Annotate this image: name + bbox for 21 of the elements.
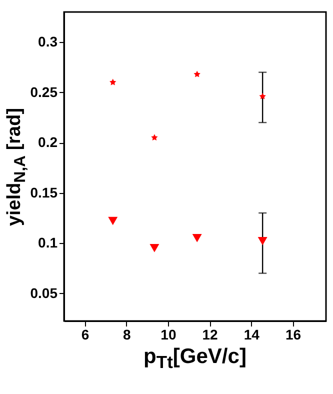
y-tick-label: 0.3 (38, 34, 58, 50)
x-tick-label: 14 (244, 326, 260, 342)
x-tick-label: 12 (202, 326, 218, 342)
point (108, 216, 118, 226)
y-tick-label: 0.15 (30, 184, 58, 200)
x-tick-label: 10 (160, 326, 176, 342)
point (259, 92, 266, 100)
point (258, 237, 268, 246)
point (110, 78, 116, 86)
y-tick-label: 0.05 (30, 284, 58, 301)
point (192, 234, 202, 242)
point (150, 244, 160, 252)
point (151, 134, 158, 140)
y-tick-label: 0.2 (38, 134, 58, 150)
y-tick-label: 0.1 (38, 234, 58, 251)
x-tick-label: 6 (81, 326, 90, 342)
x-tick-label: 16 (285, 326, 302, 342)
x-tick-label: 8 (122, 326, 131, 342)
point (194, 70, 200, 78)
y-tick-label: 0.25 (30, 84, 58, 100)
x-axis-title: p$_{Tt}$[GeV/c] (144, 345, 246, 374)
